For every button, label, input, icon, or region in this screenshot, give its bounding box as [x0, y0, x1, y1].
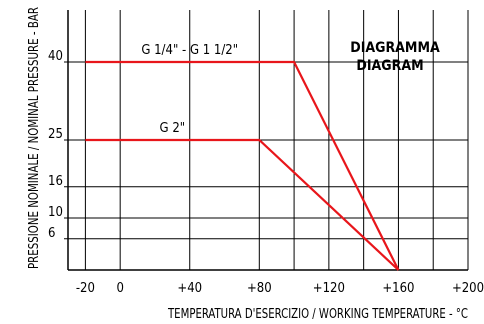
x-tick-label: +200	[452, 281, 484, 296]
x-tick-label: -20	[76, 281, 95, 296]
x-tick-label: +40	[177, 281, 202, 296]
chart-subtitle: DIAGRAM	[356, 58, 423, 74]
series-label: G 2"	[160, 121, 186, 136]
x-axis-label: TEMPERATURA D'ESERCIZIO / WORKING TEMPER…	[167, 307, 468, 322]
series-line	[85, 60, 400, 271]
series-line	[85, 138, 400, 271]
y-axis-label: PRESSIONE NOMINALE / NOMINAL PRESSURE - …	[27, 7, 42, 269]
y-tick-label: 25	[48, 127, 63, 142]
y-tick-label: 40	[48, 49, 63, 64]
y-tick-label: 6	[48, 226, 55, 241]
y-tick-label: 10	[48, 205, 63, 220]
series-layer	[85, 60, 400, 271]
label-layer: G 1/4" - G 1 1/2" G 2"	[141, 43, 238, 136]
grid-layer	[64, 10, 469, 270]
series-label: G 1/4" - G 1 1/2"	[141, 43, 238, 58]
chart-title: DIAGRAMMA	[350, 40, 440, 56]
axis-layer	[67, 10, 468, 271]
x-tick-label: +80	[247, 281, 272, 296]
y-tick-label: 16	[48, 174, 63, 189]
x-tick-label: +160	[382, 281, 414, 296]
x-tick-label: +120	[313, 281, 345, 296]
tick-layer: -20 0 +40 +80 +120 +160 +200 6 10 16 25 40	[48, 49, 484, 296]
x-tick-label: 0	[116, 281, 123, 296]
